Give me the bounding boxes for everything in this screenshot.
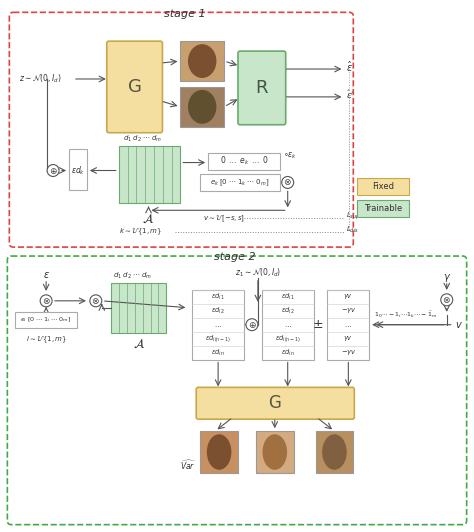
FancyBboxPatch shape (196, 387, 354, 419)
Bar (111, 283, 166, 332)
Text: $i \sim \mathcal{U}\{1,m\}$: $i \sim \mathcal{U}\{1,m\}$ (26, 335, 67, 345)
Bar (69, 148, 87, 190)
Text: $z \sim \mathcal{N}(0,I_d)$: $z \sim \mathcal{N}(0,I_d)$ (19, 73, 62, 85)
Bar (328, 290, 369, 360)
Text: $\oplus$: $\oplus$ (49, 165, 57, 176)
Text: $\epsilon d_{i1}$: $\epsilon d_{i1}$ (211, 292, 225, 302)
Ellipse shape (207, 434, 231, 470)
Bar (180, 87, 224, 127)
Text: $\cdots$: $\cdots$ (345, 322, 352, 328)
FancyBboxPatch shape (107, 41, 163, 132)
Text: stage 2: stage 2 (214, 252, 256, 262)
Text: $-\gamma v$: $-\gamma v$ (341, 348, 356, 357)
Bar (15, 312, 77, 328)
Circle shape (282, 177, 294, 188)
Text: $1_0\cdots-1_i\cdots 1_k\cdots-\bar{1}_m$: $1_0\cdots-1_i\cdots 1_k\cdots-\bar{1}_m… (374, 310, 438, 320)
Text: $\gamma v$: $\gamma v$ (343, 334, 353, 343)
Circle shape (90, 295, 102, 307)
Text: $\otimes$: $\otimes$ (442, 295, 451, 305)
Text: Trainable: Trainable (364, 204, 402, 213)
Text: $\otimes$: $\otimes$ (283, 178, 292, 187)
Bar (200, 174, 280, 192)
Ellipse shape (263, 434, 287, 470)
Ellipse shape (188, 44, 217, 78)
Text: $e_k\;[0\;\cdots\;1_k\;\cdots\;0_m]$: $e_k\;[0\;\cdots\;1_k\;\cdots\;0_m]$ (210, 177, 270, 188)
Text: $L_{dis}$: $L_{dis}$ (346, 225, 359, 235)
Text: $\cdots$: $\cdots$ (214, 322, 222, 328)
Text: $z_1 \sim \mathcal{N}(0,I_d)$: $z_1 \sim \mathcal{N}(0,I_d)$ (235, 267, 281, 279)
Circle shape (441, 294, 453, 306)
Text: $v$: $v$ (455, 320, 463, 330)
Text: $\epsilon d_{i2}$: $\epsilon d_{i2}$ (211, 306, 225, 316)
Text: $\epsilon d_{i(n-1)}$: $\epsilon d_{i(n-1)}$ (275, 333, 301, 344)
Text: $-\gamma v$: $-\gamma v$ (341, 306, 356, 315)
Ellipse shape (188, 90, 217, 124)
Text: $\oplus$: $\oplus$ (247, 320, 256, 330)
Text: $\otimes$: $\otimes$ (42, 296, 51, 306)
Text: $\circ\varepsilon_k$: $\circ\varepsilon_k$ (283, 151, 297, 161)
Bar (200, 431, 238, 473)
Text: R: R (255, 79, 268, 97)
Text: $d_1\;d_2\;\cdots\;d_m$: $d_1\;d_2\;\cdots\;d_m$ (113, 271, 152, 281)
Bar (357, 201, 409, 217)
Bar (262, 290, 313, 360)
Text: stage 1: stage 1 (164, 10, 206, 19)
Text: $\epsilon d_{in}$: $\epsilon d_{in}$ (281, 347, 294, 358)
Text: $\epsilon d_k$: $\epsilon d_k$ (71, 164, 85, 177)
Text: $\mathcal{A}$: $\mathcal{A}$ (143, 212, 155, 226)
Bar (256, 431, 294, 473)
Ellipse shape (322, 434, 346, 470)
Text: $\epsilon d_{in}$: $\epsilon d_{in}$ (211, 347, 225, 358)
Text: $L_{sup}$: $L_{sup}$ (346, 211, 361, 222)
Text: $\mathcal{A}$: $\mathcal{A}$ (133, 338, 145, 351)
Bar (118, 146, 180, 203)
FancyBboxPatch shape (238, 51, 286, 124)
Circle shape (246, 319, 258, 331)
Text: $\widehat{Var}$: $\widehat{Var}$ (180, 458, 196, 472)
Bar (180, 41, 224, 81)
Bar (208, 153, 280, 170)
Text: $k \sim \mathcal{U}\{1,m\}$: $k \sim \mathcal{U}\{1,m\}$ (118, 227, 162, 237)
Text: $\hat{\varepsilon}$: $\hat{\varepsilon}$ (346, 60, 353, 74)
Text: G: G (128, 78, 142, 96)
Circle shape (47, 164, 59, 177)
Text: G: G (268, 394, 281, 412)
Bar (192, 290, 244, 360)
Text: $\epsilon d_{i1}$: $\epsilon d_{i1}$ (281, 292, 294, 302)
Text: $\otimes$: $\otimes$ (91, 296, 100, 306)
Text: $\gamma$: $\gamma$ (443, 272, 451, 284)
Bar (316, 431, 353, 473)
Text: $0\;\dots\;e_k\;\dots\;0$: $0\;\dots\;e_k\;\dots\;0$ (219, 154, 268, 167)
Text: $e_i\;[0\;\cdots\;1_i\;\cdots\;0_m]$: $e_i\;[0\;\cdots\;1_i\;\cdots\;0_m]$ (20, 315, 72, 324)
Bar (357, 178, 409, 195)
Text: $\gamma v$: $\gamma v$ (343, 293, 353, 301)
Text: $\epsilon d_{i2}$: $\epsilon d_{i2}$ (281, 306, 294, 316)
Circle shape (40, 295, 52, 307)
Text: $\epsilon d_{i(n-1)}$: $\epsilon d_{i(n-1)}$ (205, 333, 231, 344)
Text: $\pm$: $\pm$ (312, 318, 323, 331)
Text: $\varepsilon$: $\varepsilon$ (43, 270, 50, 280)
Text: $\cdots$: $\cdots$ (284, 322, 292, 328)
Text: $d_1\;d_2\;\cdots\;d_m$: $d_1\;d_2\;\cdots\;d_m$ (123, 134, 162, 144)
Text: $\hat{\varepsilon}'$: $\hat{\varepsilon}'$ (346, 89, 355, 101)
Text: Fixed: Fixed (372, 182, 394, 191)
Text: $v \sim \mathcal{U}[-s,s]$: $v \sim \mathcal{U}[-s,s]$ (203, 213, 246, 223)
